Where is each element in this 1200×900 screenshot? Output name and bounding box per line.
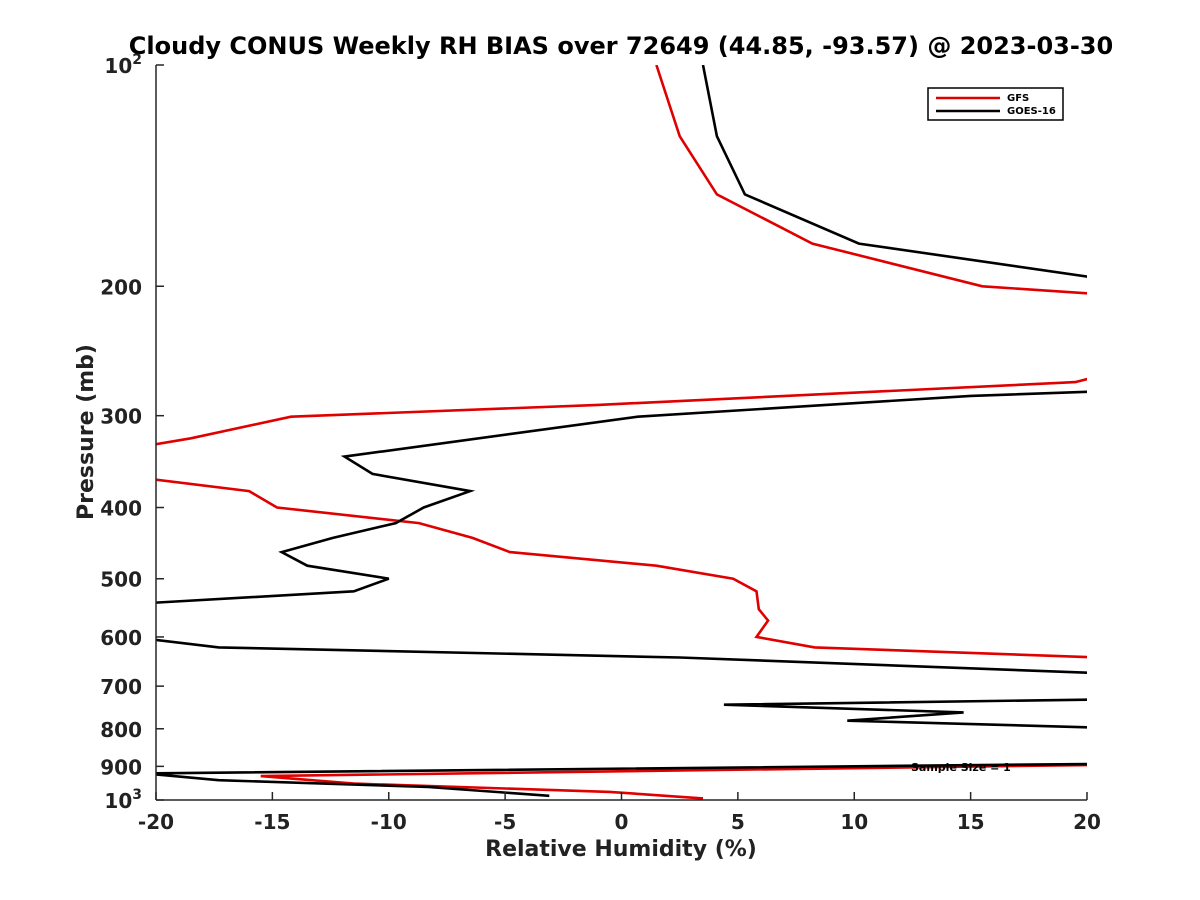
y-tick-label: 600 bbox=[100, 626, 142, 650]
y-tick-label: 700 bbox=[100, 675, 142, 699]
x-tick-label: 10 bbox=[840, 810, 868, 834]
x-tick-label: -10 bbox=[371, 810, 407, 834]
sample-size-note: Sample Size = 1 bbox=[911, 761, 1011, 774]
y-tick-label: 102 bbox=[104, 52, 142, 78]
y-tick-label: 103 bbox=[104, 787, 142, 813]
y-tick-label: 500 bbox=[100, 568, 142, 592]
chart-title: Cloudy CONUS Weekly RH BIAS over 72649 (… bbox=[129, 32, 1113, 60]
y-tick-label: 200 bbox=[100, 275, 142, 299]
axes bbox=[155, 65, 1087, 801]
series-line-goes16 bbox=[156, 65, 1087, 798]
legend-label-goes16: GOES-16 bbox=[1007, 106, 1056, 117]
y-tick-label: 400 bbox=[100, 497, 142, 521]
x-tick-label: 20 bbox=[1073, 810, 1101, 834]
y-ticks: 102 200 300 400 500 600 700 800 900 103 bbox=[100, 52, 164, 813]
x-tick-label: -20 bbox=[138, 810, 174, 834]
x-tick-label: 0 bbox=[615, 810, 629, 834]
x-axis-label: Relative Humidity (%) bbox=[485, 837, 757, 862]
legend-box bbox=[927, 87, 1064, 121]
legend: GFS GOES-16 bbox=[927, 87, 1064, 121]
x-tick-label: 15 bbox=[957, 810, 985, 834]
y-tick-label: 800 bbox=[100, 718, 142, 742]
y-tick-label: 900 bbox=[100, 755, 142, 779]
x-tick-label: 5 bbox=[731, 810, 745, 834]
y-tick-label: 300 bbox=[100, 405, 142, 429]
x-tick-label: -5 bbox=[494, 810, 516, 834]
series-gfs bbox=[156, 65, 1087, 800]
series-goes16 bbox=[156, 65, 1087, 798]
y-axis-label: Pressure (mb) bbox=[74, 344, 99, 520]
x-ticks: -20 -15 -10 -5 0 5 10 15 20 bbox=[138, 792, 1101, 834]
series-line-gfs bbox=[156, 65, 1087, 800]
x-tick-label: -15 bbox=[254, 810, 290, 834]
legend-label-gfs: GFS bbox=[1007, 93, 1029, 104]
series-layer bbox=[156, 65, 1087, 800]
